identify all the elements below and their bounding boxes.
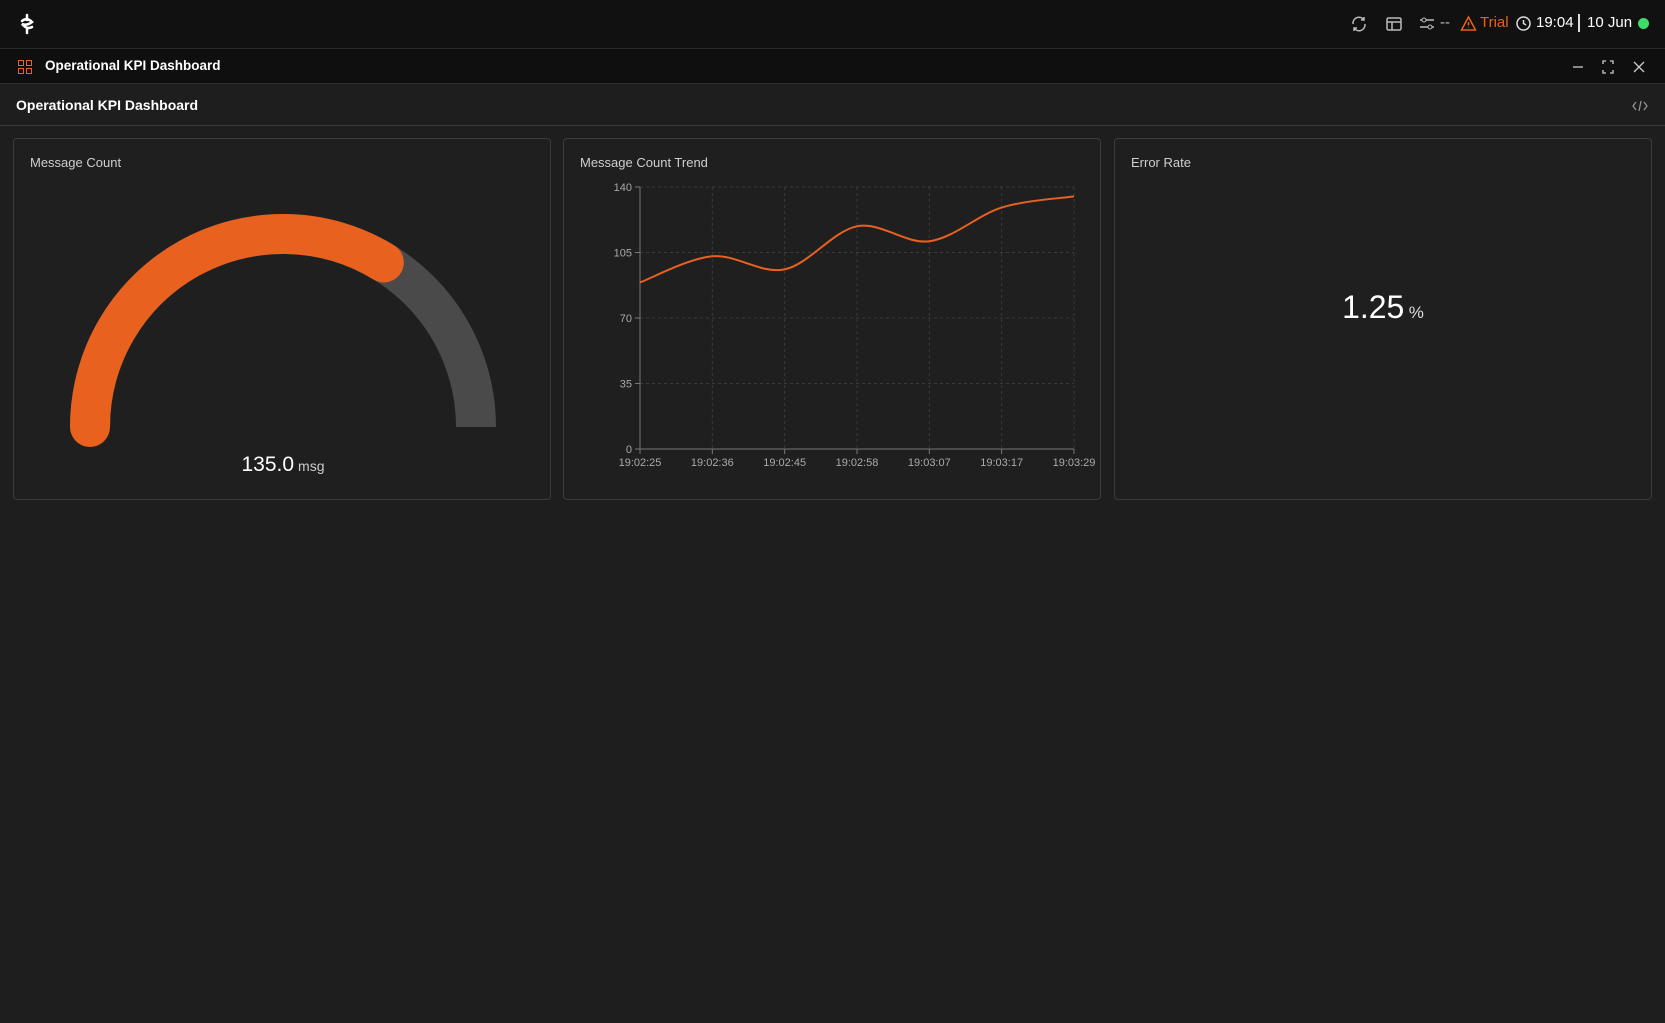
x-tick-label: 19:03:29 [1053, 457, 1096, 469]
clock-date: 10 Jun [1587, 14, 1633, 31]
x-tick-label: 19:03:17 [980, 457, 1023, 469]
gauge-unit: msg [298, 458, 324, 474]
stat-value-row: 1.25 % [1115, 289, 1651, 326]
code-button[interactable] [1632, 100, 1648, 112]
refresh-icon[interactable] [1350, 15, 1368, 33]
widget-title: Error Rate [1131, 155, 1191, 170]
y-tick-label: 140 [614, 182, 632, 194]
dashboard-header: Operational KPI Dashboard [0, 84, 1665, 126]
gauge-value-text: 135.0 msg [241, 453, 324, 476]
y-tick-label: 105 [614, 248, 632, 260]
close-button[interactable] [1633, 61, 1645, 73]
trend-widget: Message Count Trend 0 35 70 105 140 19:02:25 1… [563, 138, 1101, 500]
filter-icon[interactable] [1418, 15, 1436, 33]
layout-icon[interactable] [1385, 15, 1403, 33]
top-bar: -- Trial 19:04 10 Jun [0, 0, 1665, 48]
x-tick-label: 19:02:25 [619, 457, 662, 469]
stat-widget: Error Rate 1.25 % [1114, 138, 1652, 500]
y-tick-label: 70 [620, 313, 632, 325]
window-controls [1573, 60, 1645, 74]
gauge: 135.0 msg [70, 214, 496, 476]
y-tick-label: 0 [626, 444, 632, 456]
status-dot [1638, 18, 1649, 29]
clock-icon [1516, 16, 1531, 31]
widget-title: Message Count Trend [580, 155, 708, 170]
sync-status: -- [1440, 14, 1450, 31]
warning-icon [1460, 15, 1477, 31]
gauge-value-arc [70, 214, 404, 447]
x-tick-label: 19:02:36 [691, 457, 734, 469]
stat-value: 1.25 [1342, 289, 1405, 325]
dashboard-icon [18, 60, 32, 74]
widget-title: Message Count [30, 155, 122, 170]
line-chart: 0 35 70 105 140 19:02:25 19:02:36 19:02:45 19:02… [614, 182, 1096, 469]
x-tick-label: 19:02:45 [763, 457, 806, 469]
logo [20, 13, 34, 35]
window-bar: Operational KPI Dashboard [0, 48, 1665, 84]
gauge-widget: Message Count 135.0 msg [13, 138, 551, 500]
clock-time: 19:04 [1536, 14, 1574, 31]
x-tick-label: 19:03:07 [908, 457, 951, 469]
trend-line [639, 195, 1075, 284]
trial-label[interactable]: Trial [1480, 14, 1509, 31]
separator [1578, 14, 1580, 32]
y-tick-label: 35 [620, 379, 632, 391]
stat-unit: % [1408, 303, 1424, 322]
window-title: Operational KPI Dashboard [45, 58, 221, 73]
x-tick-label: 19:02:58 [836, 457, 879, 469]
gauge-value: 135.0 [241, 453, 294, 476]
dashboard-title: Operational KPI Dashboard [16, 97, 199, 113]
maximize-button[interactable] [1602, 60, 1614, 74]
